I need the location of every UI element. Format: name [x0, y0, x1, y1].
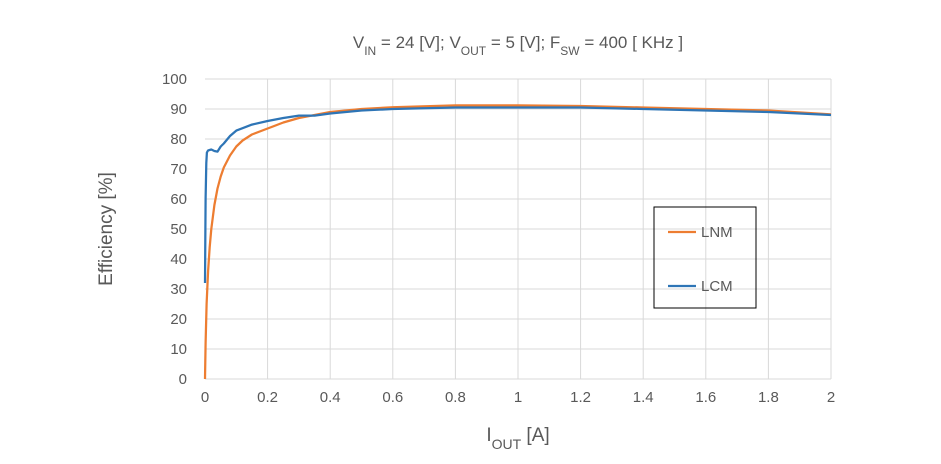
y-tick-label: 20 — [170, 311, 187, 328]
y-tick-label: 70 — [170, 161, 187, 178]
text-part: IN — [364, 44, 376, 58]
y-tick-label: 40 — [170, 251, 187, 268]
text-part: I — [486, 425, 491, 446]
y-axis-ticks: 0 10 20 30 40 50 60 70 80 90 100 — [162, 71, 187, 388]
y-tick-label: 10 — [170, 341, 187, 358]
y-tick-label: 0 — [179, 371, 187, 388]
text-part: SW — [560, 44, 580, 58]
text-part: = 5 [V]; F — [486, 33, 560, 52]
x-tick-label: 1.6 — [695, 389, 716, 406]
text-part: [A] — [521, 425, 550, 446]
y-axis-title: Efficiency [%] — [96, 172, 117, 286]
legend-box — [653, 206, 757, 309]
y-tick-label: 60 — [170, 191, 187, 208]
y-tick-label: 50 — [170, 221, 187, 238]
text-part: = 400 [ KHz ] — [580, 33, 683, 52]
x-axis-ticks: 0 0.2 0.4 0.6 0.8 1 1.2 1.4 1.6 1.8 2 — [201, 389, 835, 406]
x-tick-label: 2 — [827, 389, 835, 406]
x-tick-label: 0.4 — [320, 389, 341, 406]
x-tick-label: 1 — [514, 389, 522, 406]
gridlines — [205, 78, 832, 380]
y-tick-label: 30 — [170, 281, 187, 298]
x-tick-label: 0.2 — [257, 389, 278, 406]
y-tick-label: 80 — [170, 131, 187, 148]
x-tick-label: 1.4 — [633, 389, 654, 406]
legend-label-lcm: LCM — [701, 278, 733, 295]
legend-label-lnm: LNM — [701, 224, 733, 241]
x-axis-title: IOUT [A] — [486, 425, 549, 452]
y-tick-label: 90 — [170, 101, 187, 118]
chart-title: VIN = 24 [V]; VOUT = 5 [V]; FSW = 400 [ … — [353, 33, 683, 58]
series-line-lnm — [203, 104, 832, 380]
text-part: = 24 [V]; V — [376, 33, 461, 52]
x-tick-label: 1.2 — [570, 389, 591, 406]
text-part: OUT — [492, 436, 522, 452]
x-tick-label: 0.8 — [445, 389, 466, 406]
legend: LNM LCM — [653, 206, 757, 309]
x-tick-label: 1.8 — [758, 389, 779, 406]
series-lines — [203, 104, 832, 380]
text-part: OUT — [461, 44, 487, 58]
x-tick-label: 0 — [201, 389, 209, 406]
series-line-lcm — [203, 106, 832, 284]
text-part: V — [353, 33, 365, 52]
x-tick-label: 0.6 — [382, 389, 403, 406]
y-tick-label: 100 — [162, 71, 187, 88]
